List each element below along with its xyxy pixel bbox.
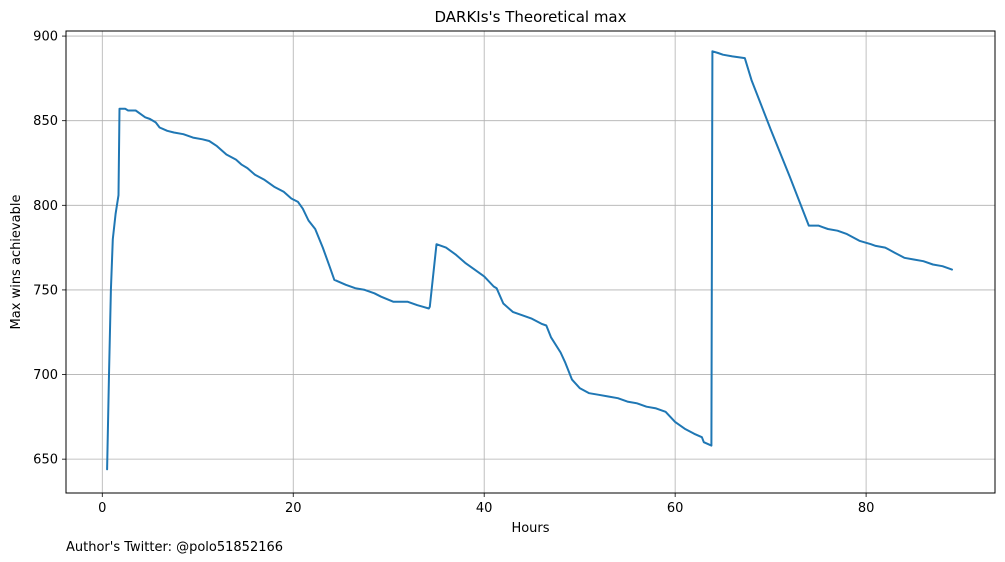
x-tick-label: 20 bbox=[285, 501, 302, 516]
author-twitter-footnote: Author's Twitter: @polo51852166 bbox=[66, 540, 283, 555]
y-tick-label: 750 bbox=[33, 283, 58, 298]
x-axis-label: Hours bbox=[511, 521, 549, 536]
y-tick-label: 900 bbox=[33, 30, 58, 45]
gridlines bbox=[66, 31, 995, 493]
x-tick-label: 40 bbox=[476, 501, 493, 516]
series-line bbox=[106, 50, 953, 471]
x-tick-label: 80 bbox=[858, 501, 875, 516]
x-tick-label: 60 bbox=[667, 501, 684, 516]
y-axis-label: Max wins achievable bbox=[9, 195, 24, 330]
y-tick-label: 850 bbox=[33, 114, 58, 129]
y-tick-label: 700 bbox=[33, 368, 58, 383]
series-layer bbox=[106, 50, 953, 471]
y-tick-label: 650 bbox=[33, 453, 58, 468]
axis-ticks: 0 20 40 60 80 650 700 750 800 850 900 bbox=[33, 30, 874, 516]
plot-area-frame bbox=[65, 30, 996, 494]
y-tick-label: 800 bbox=[33, 199, 58, 214]
x-tick-label: 0 bbox=[98, 501, 106, 516]
chart-title: DARKIs's Theoretical max bbox=[435, 8, 627, 26]
